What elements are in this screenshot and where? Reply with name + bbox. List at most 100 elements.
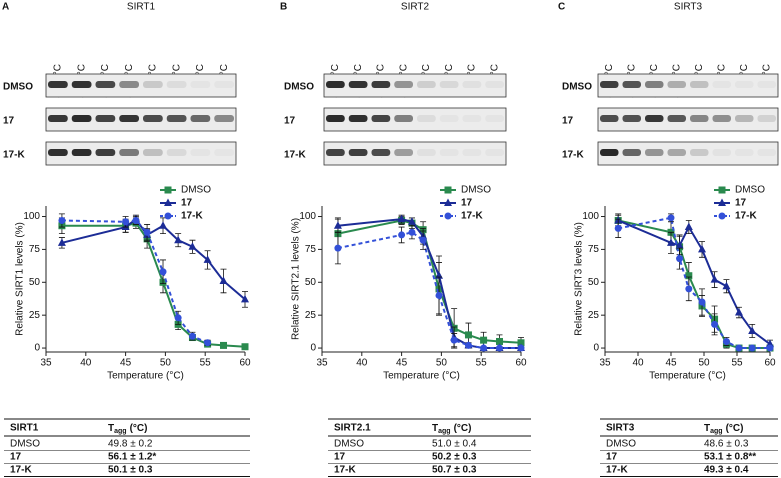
legend-label: DMSO — [461, 185, 491, 196]
marker — [667, 214, 675, 222]
table-cell: 50.1 ± 0.3 — [108, 465, 153, 476]
blot-band — [95, 115, 116, 122]
marker — [685, 272, 693, 280]
header-symbol: T — [108, 423, 114, 434]
blot-band — [600, 149, 619, 156]
marker — [220, 341, 228, 349]
blot-band — [622, 81, 641, 88]
y-axis-label: Relative SIRT1 levels (%) — [15, 222, 26, 336]
marker — [164, 198, 172, 206]
blot-band — [439, 81, 459, 88]
blot-band — [71, 115, 92, 122]
marker — [748, 344, 756, 352]
blot-band — [757, 115, 776, 122]
blot-band — [712, 149, 731, 156]
header-unit: (°C) — [130, 423, 148, 434]
series-line — [61, 217, 246, 301]
blot-band — [712, 115, 731, 122]
marker — [496, 344, 504, 352]
blot-band — [166, 115, 187, 122]
marker — [204, 339, 212, 347]
table-cell: 17 — [10, 452, 22, 463]
marker — [174, 235, 183, 244]
x-tick-label: 40 — [80, 358, 92, 369]
blot-background — [45, 73, 237, 98]
blot-label: 17 — [562, 116, 574, 127]
x-tick-label: 60 — [515, 358, 527, 369]
series-line — [337, 218, 521, 350]
marker — [710, 275, 719, 283]
marker — [174, 314, 182, 322]
x-tick-label: 50 — [160, 358, 172, 369]
blot-label: 17 — [284, 116, 296, 127]
blot-band — [667, 115, 686, 122]
marker — [698, 298, 706, 306]
table-header: Tagg (°C) — [108, 423, 147, 435]
table-cell: 17-K — [606, 465, 628, 476]
table-cell: 49.8 ± 0.2 — [108, 439, 153, 450]
legend-label: 17-K — [461, 211, 483, 222]
marker — [159, 268, 167, 276]
panel-title: SIRT3 — [674, 2, 703, 13]
y-tick-label: 25 — [305, 310, 317, 321]
blot-band — [690, 115, 709, 122]
table-cell: 56.1 ± 1.2* — [108, 452, 156, 463]
table-header: SIRT3 — [606, 423, 635, 434]
x-tick-label: 35 — [40, 358, 52, 369]
x-tick-label: 55 — [476, 358, 488, 369]
y-axis-label: Relative SIRT3 levels (%) — [574, 222, 585, 336]
blot-band — [71, 81, 92, 88]
series-line — [337, 219, 522, 344]
blot-band — [166, 149, 187, 156]
table-cell: 17 — [334, 452, 346, 463]
blot-band — [735, 115, 754, 122]
x-axis-label: Temperature (°C) — [383, 371, 460, 382]
table-header: Tagg (°C) — [432, 423, 471, 435]
blot-band — [95, 81, 116, 88]
blot-band — [48, 115, 68, 122]
blot-band — [143, 115, 163, 122]
table-cell: 50.2 ± 0.3 — [432, 452, 477, 463]
marker — [480, 344, 488, 352]
marker — [722, 337, 730, 345]
blot-label: 17 — [3, 116, 15, 127]
blot-band — [119, 81, 139, 88]
blot-band — [735, 81, 754, 88]
blot-band — [622, 149, 641, 156]
table-cell: 51.0 ± 0.4 — [432, 439, 477, 450]
header-unit: (°C) — [726, 423, 744, 434]
table-cell: 48.6 ± 0.3 — [704, 439, 749, 450]
blot-band — [690, 81, 709, 88]
table-cell: 17 — [606, 452, 618, 463]
marker — [435, 291, 443, 299]
blot-background — [597, 107, 779, 132]
x-tick-label: 60 — [239, 358, 251, 369]
blot-band — [713, 81, 732, 88]
marker — [684, 222, 693, 231]
marker — [132, 216, 140, 224]
blot-band — [462, 81, 482, 88]
x-tick-label: 40 — [632, 358, 644, 369]
marker — [397, 214, 406, 223]
blot-band — [645, 115, 664, 122]
marker — [517, 339, 525, 347]
blot-label: DMSO — [284, 82, 314, 93]
blot-band — [417, 115, 436, 122]
blot-label: 17-K — [284, 150, 306, 161]
marker — [464, 341, 472, 349]
blot-band — [326, 115, 345, 122]
blot-label: 17-K — [3, 150, 25, 161]
marker — [164, 186, 172, 194]
y-tick-label: 100 — [23, 211, 40, 222]
blot-background — [323, 141, 507, 166]
blot-band — [214, 115, 234, 122]
marker — [57, 238, 66, 246]
blot-band — [600, 81, 619, 88]
blot-background — [323, 73, 507, 98]
marker — [444, 198, 452, 206]
blot-band — [371, 115, 391, 122]
marker — [675, 240, 684, 249]
blot-background — [597, 73, 779, 98]
x-tick-label: 45 — [665, 358, 677, 369]
